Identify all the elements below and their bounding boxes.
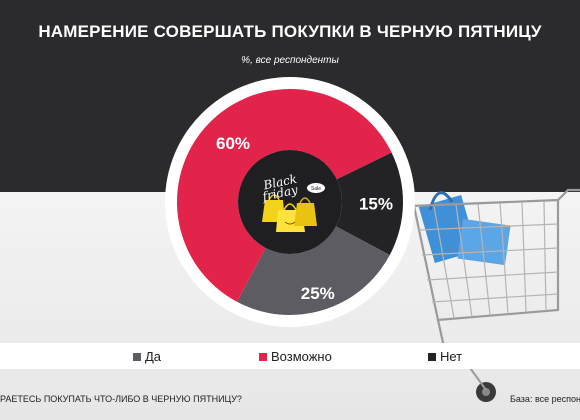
chart-legend: Да Возможно Нет [0,343,580,369]
footer-question: РАЕТЕСЬ ПОКУПАТЬ ЧТО-ЛИБО В ЧЕРНУЮ ПЯТНИ… [0,394,242,404]
slice-no [335,152,403,256]
donut-hole [238,150,342,254]
shopping-cart-icon [411,188,580,402]
legend-item-no: Нет [428,349,462,364]
legend-swatch-maybe [259,352,267,361]
black-friday-bags-icon: Black friday Sale [260,172,325,232]
slice-label-maybe: 60% [216,134,250,153]
slice-label-yes: 25% [301,284,335,303]
slice-label-no: 15% [359,195,393,214]
legend-swatch-yes [133,352,141,361]
legend-label-yes: Да [145,349,162,364]
legend-item-maybe: Возможно [259,349,332,364]
chart-subtitle: %, все респонденты [241,55,339,66]
legend-swatch-no [428,352,436,361]
legend-item-yes: Да [133,349,161,364]
legend-label-maybe: Возможно [271,349,332,364]
slice-maybe [176,89,392,302]
sale-tag-text: Sale [311,186,321,192]
legend-label-no: Нет [440,349,463,364]
footer-base: База: все респонд [510,394,580,404]
slice-yes [236,226,390,315]
chart-title: НАМЕРЕНИЕ СОВЕРШАТЬ ПОКУПКИ В ЧЕРНУЮ ПЯТ… [38,22,542,41]
